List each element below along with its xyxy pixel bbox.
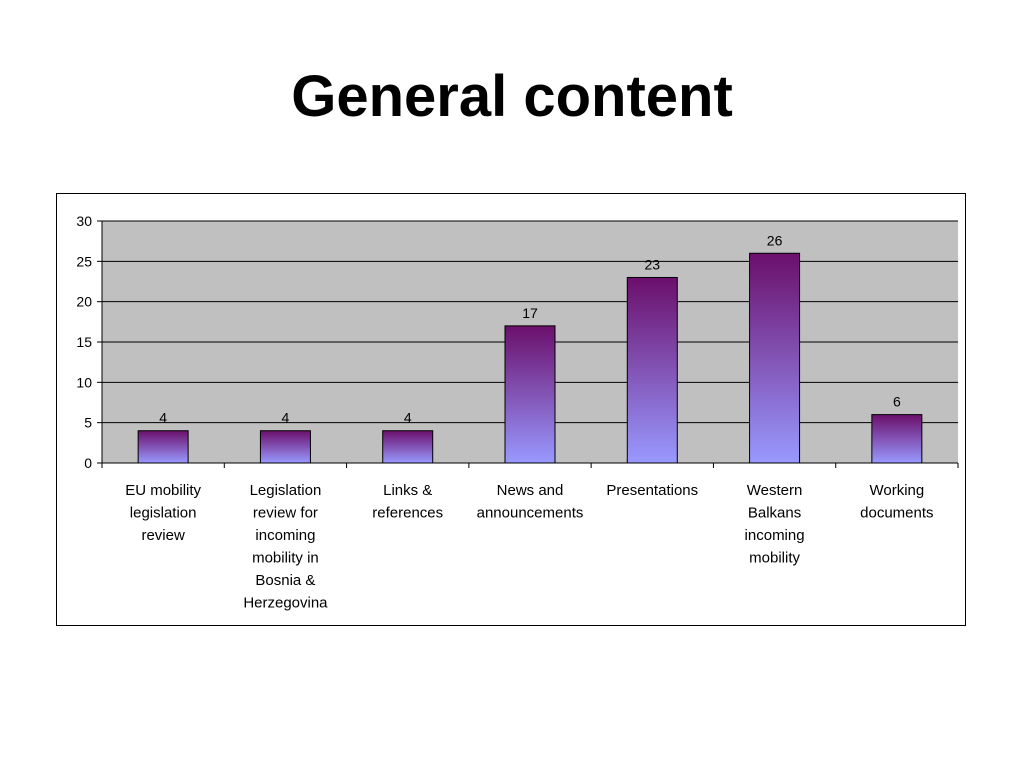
x-tick-label: Bosnia & [255, 572, 315, 589]
x-tick-label: EU mobility [125, 482, 201, 499]
x-tick-label: mobility [749, 550, 800, 567]
x-tick-label: Links & [383, 482, 432, 499]
x-tick-label: Western [747, 482, 803, 499]
x-tick-label: incoming [745, 527, 805, 544]
x-tick-label: legislation [130, 505, 197, 522]
data-label: 26 [767, 232, 783, 248]
x-tick-label: Herzegovina [243, 595, 328, 612]
x-tick-label: mobility in [252, 550, 319, 567]
data-label: 4 [282, 410, 290, 426]
y-tick-label: 0 [84, 455, 92, 471]
y-tick-label: 5 [84, 415, 92, 431]
data-label: 23 [644, 256, 660, 272]
x-tick-label: incoming [255, 527, 315, 544]
y-tick-label: 30 [76, 213, 92, 229]
bar [626, 276, 678, 464]
bar [259, 430, 311, 464]
chart-frame: 0 5 10 15 20 25 30 4 EU mobility legislation revie… [56, 193, 966, 626]
x-tick-label: review for [253, 505, 318, 522]
x-tick-label: Working [869, 482, 924, 499]
y-tick-label: 20 [76, 294, 92, 310]
x-tick-label: Legislation [250, 482, 322, 499]
bar [382, 430, 434, 464]
data-label: 4 [404, 410, 412, 426]
x-tick-label: references [372, 505, 443, 522]
y-tick-label: 10 [76, 374, 92, 390]
bar [749, 252, 801, 464]
data-label: 4 [159, 410, 167, 426]
bar [137, 430, 189, 464]
x-tick-label: announcements [477, 505, 584, 522]
bar [871, 414, 923, 464]
x-tick-label: Balkans [748, 505, 801, 522]
bar [504, 325, 556, 464]
bar-chart: 0 5 10 15 20 25 30 4 EU mobility legislation revie… [76, 213, 959, 612]
data-label: 17 [522, 305, 538, 321]
slide-title: General content [291, 64, 733, 129]
y-tick-label: 25 [76, 253, 92, 269]
y-tick-label: 15 [76, 334, 92, 350]
x-tick-label: Presentations [606, 482, 698, 499]
x-tick-label: News and [497, 482, 564, 499]
x-tick-label: review [141, 527, 185, 544]
x-tick-label: documents [860, 505, 933, 522]
data-label: 6 [893, 394, 901, 410]
